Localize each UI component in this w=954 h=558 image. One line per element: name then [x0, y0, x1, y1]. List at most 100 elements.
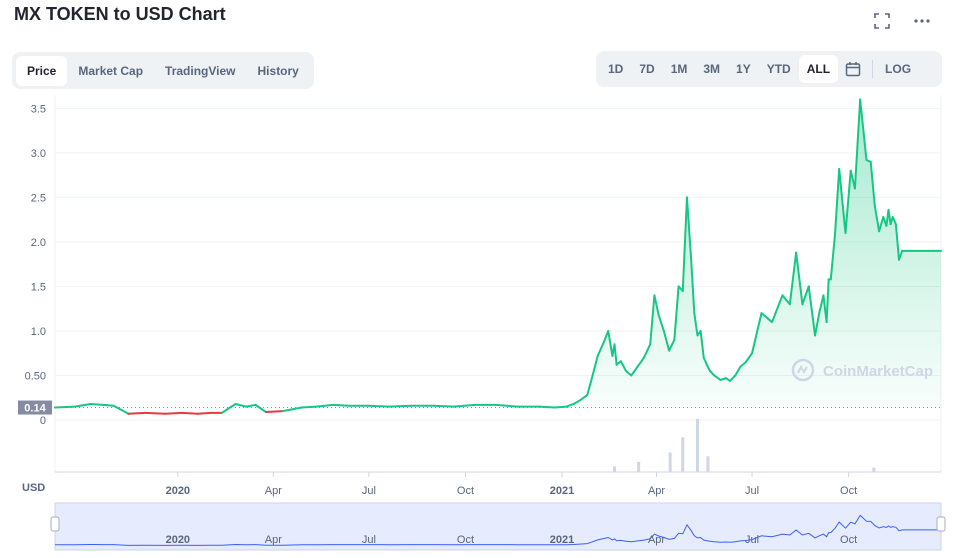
price-segment [702, 356, 708, 366]
price-segment [878, 215, 885, 233]
y-axis: 0 0.50 1.0 1.5 2.0 2.5 3.0 3.5 [25, 103, 46, 427]
reference-price-label: 0.14 [24, 403, 46, 415]
price-segment [112, 404, 130, 415]
price-segment [102, 403, 115, 407]
navigator-tick-label: Apr [265, 534, 282, 546]
price-segment [452, 403, 476, 408]
range-1y-button[interactable]: 1Y [736, 62, 751, 76]
price-segment [578, 394, 589, 402]
price-segment [662, 329, 671, 352]
price-segment [607, 329, 614, 357]
price-segment [636, 356, 645, 368]
x-tick-label: 2020 [166, 485, 190, 497]
price-segment [657, 313, 665, 332]
reference-price-badge [18, 400, 52, 415]
range-ytd-button[interactable]: YTD [766, 62, 791, 76]
price-segment [685, 196, 693, 261]
price-segment [744, 352, 754, 364]
price-segment [649, 294, 656, 346]
price-segment [164, 411, 184, 415]
price-segment [825, 278, 830, 324]
y-tick-label: 1.5 [31, 281, 46, 293]
price-segment [781, 294, 791, 306]
price-segment [387, 404, 412, 408]
navigator-tick-label: Jul [745, 534, 759, 546]
watermark-text: CoinMarketCap [823, 363, 933, 380]
more-options-button[interactable] [911, 10, 933, 32]
price-segment [265, 410, 284, 413]
tab-tradingview[interactable]: TradingView [165, 63, 236, 78]
price-segment [613, 343, 618, 366]
navigator-tick-label: Oct [840, 534, 857, 546]
calendar-icon [845, 62, 861, 77]
price-segment [898, 249, 904, 261]
navigator[interactable]: 2020 Apr Jul Oct 2021 Apr Jul Oct [50, 502, 946, 551]
price-segment [795, 251, 804, 306]
price-segment [565, 402, 575, 408]
price-segment [829, 233, 836, 281]
more-icon [914, 19, 930, 23]
price-segment [553, 405, 568, 409]
navigator-tick-label: Oct [457, 534, 474, 546]
range-3m-button[interactable]: 3M [703, 62, 721, 76]
price-segment [432, 404, 455, 408]
chart-tabs: Price Market Cap TradingView History [12, 52, 314, 89]
price-area-fill [55, 99, 941, 414]
x-tick-label: Jul [745, 485, 759, 497]
x-tick-label: Jul [362, 485, 376, 497]
x-tick-label: Apr [265, 485, 282, 497]
y-tick-label: 0.50 [25, 370, 46, 382]
range-7d-button[interactable]: 7D [639, 62, 655, 76]
price-segment [630, 365, 639, 377]
price-segment [681, 196, 688, 292]
log-scale-toggle[interactable]: LOG [885, 62, 912, 76]
volume-bars [55, 418, 941, 473]
price-segment [625, 370, 633, 377]
calendar-button[interactable] [838, 61, 868, 77]
logo-mark [797, 364, 808, 374]
price-segment [693, 312, 699, 337]
price-segment [220, 402, 237, 414]
navigator-window [54, 502, 942, 551]
price-segment [89, 402, 105, 406]
reference-price: 0.14 [18, 400, 941, 415]
price-segment [254, 403, 268, 413]
range-1m-button[interactable]: 1M [670, 62, 688, 76]
tab-history[interactable]: History [257, 63, 299, 78]
price-segment [619, 360, 628, 373]
price-segment [586, 378, 593, 397]
fullscreen-button[interactable] [871, 10, 893, 32]
y-tick-label: 1.0 [31, 326, 46, 338]
navigator-handle-left[interactable] [50, 516, 60, 532]
volume-bar [706, 456, 710, 472]
page-title: MX TOKEN to USD Chart [14, 4, 226, 24]
tab-market-cap[interactable]: Market Cap [78, 63, 144, 78]
price-segment [245, 403, 257, 408]
price-segment [537, 405, 556, 409]
price-segment [181, 411, 199, 415]
y-tick-label: 2.5 [31, 192, 46, 204]
y-tick-label: 3.0 [31, 148, 46, 160]
navigator-handle-right[interactable] [936, 516, 946, 532]
price-segment [653, 294, 660, 316]
navigator-tick-label: 2021 [550, 534, 574, 546]
price-segment [315, 403, 335, 408]
price-segment [788, 251, 798, 306]
price-segment [596, 340, 606, 357]
volume-bar [668, 452, 672, 472]
x-tick-label: Apr [648, 485, 665, 497]
price-segment [494, 403, 519, 408]
range-separator [872, 60, 874, 78]
price-segment [751, 312, 763, 355]
coinmarketcap-watermark: CoinMarketCap [791, 358, 933, 382]
price-segment [196, 411, 212, 415]
price-segment [887, 208, 892, 226]
price-segment [367, 404, 390, 408]
tab-price[interactable]: Price [16, 55, 68, 86]
x-axis: USD 2020 Apr Jul Oct 2021 Apr Jul Oct [22, 472, 857, 497]
range-1d-button[interactable]: 1D [608, 62, 624, 76]
price-segment [873, 205, 881, 233]
range-all-button[interactable]: ALL [798, 55, 839, 83]
price-segment [818, 294, 825, 315]
logo-ring [791, 358, 815, 382]
